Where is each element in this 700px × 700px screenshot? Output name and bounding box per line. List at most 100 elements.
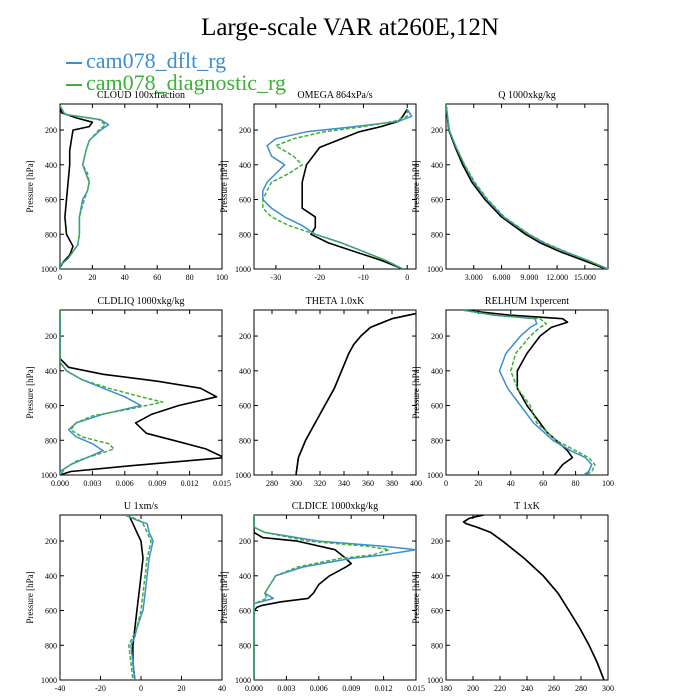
x-tick-label: 0.006 <box>310 684 328 693</box>
x-tick-label: 60 <box>539 479 547 488</box>
y-tick-label: 800 <box>239 641 251 650</box>
y-tick-label: 400 <box>239 572 251 581</box>
series-line-1 <box>128 515 144 680</box>
y-tick-label: 600 <box>239 402 251 411</box>
y-tick-label: 1000 <box>235 471 251 480</box>
series-line-1 <box>446 104 607 269</box>
y-tick-label: 400 <box>239 367 251 376</box>
series-line-2 <box>124 515 154 680</box>
y-tick-label: 400 <box>431 572 443 581</box>
x-tick-label: 0 <box>139 684 143 693</box>
x-tick-label: 0.003 <box>83 479 101 488</box>
series-line-3 <box>446 104 608 269</box>
series-line-2 <box>60 310 142 475</box>
series-line-1 <box>301 108 408 269</box>
x-tick-label: 0.015 <box>407 684 425 693</box>
x-tick-label: 380 <box>386 479 398 488</box>
x-tick-label: 100 <box>216 273 228 282</box>
subplot-title: CLDLIQ 1000xkg/kg <box>98 296 185 307</box>
y-tick-label: 200 <box>45 126 57 135</box>
plot-frame <box>59 103 223 270</box>
y-axis-label: Pressure [hPa] <box>411 571 421 623</box>
y-tick-label: 200 <box>431 537 443 546</box>
legend-item-dflt: cam078_dflt_rg <box>66 50 226 72</box>
x-tick-label: 0 <box>405 273 409 282</box>
y-tick-label: 400 <box>239 161 251 170</box>
subplot-2: OMEGA 864xPa/s 200 400 600 800 1000 -30 -20 -10 0… <box>219 90 417 282</box>
y-axis-label: Pressure [hPa] <box>219 571 229 623</box>
subplot-title: RELHUM 1xpercent <box>485 296 569 307</box>
y-axis-label: Pressure [hPa] <box>25 571 35 623</box>
y-tick-label: 400 <box>45 161 57 170</box>
x-tick-label: -40 <box>55 684 66 693</box>
x-tick-label: 6.000 <box>493 273 511 282</box>
x-tick-label: 240 <box>521 684 533 693</box>
y-tick-label: 600 <box>431 607 443 616</box>
y-tick-label: 1000 <box>427 265 443 274</box>
series-line-2 <box>262 108 413 269</box>
subplot-title: T 1xK <box>514 501 540 512</box>
y-tick-label: 600 <box>239 196 251 205</box>
x-tick-label: 80 <box>186 273 194 282</box>
y-tick-label: 600 <box>45 196 57 205</box>
y-tick-label: 800 <box>239 436 251 445</box>
figure-title: Large-scale VAR at260E,12N <box>201 14 499 41</box>
x-tick-label: 300 <box>290 479 302 488</box>
y-tick-label: 200 <box>239 126 251 135</box>
subplot-title: U 1xm/s <box>124 501 158 512</box>
legend-label-diagnostic: cam078_diagnostic_rg <box>86 70 286 95</box>
y-tick-label: 400 <box>45 572 57 581</box>
y-tick-label: 200 <box>45 537 57 546</box>
series-line-2 <box>446 104 608 269</box>
x-tick-label: 360 <box>362 479 374 488</box>
y-tick-label: 200 <box>239 332 251 341</box>
y-tick-label: 400 <box>431 161 443 170</box>
y-axis-label: Pressure [hPa] <box>25 366 35 418</box>
y-tick-label: 600 <box>431 196 443 205</box>
x-tick-label: 280 <box>575 684 587 693</box>
series-line-3 <box>462 310 596 475</box>
plot-frame <box>445 514 609 681</box>
x-tick-label: 220 <box>494 684 506 693</box>
y-tick-label: 400 <box>431 367 443 376</box>
x-tick-label: 320 <box>314 479 326 488</box>
x-tick-label: 3.000 <box>465 273 483 282</box>
x-tick-label: 20 <box>474 479 482 488</box>
y-axis-label: Pressure [hPa] <box>25 160 35 212</box>
y-axis-label: Pressure [hPa] <box>411 160 421 212</box>
x-tick-label: 9.000 <box>520 273 538 282</box>
x-tick-label: -20 <box>314 273 325 282</box>
legend-label-dflt: cam078_dflt_rg <box>86 48 227 73</box>
series-line-2 <box>295 312 416 475</box>
y-tick-label: 800 <box>45 641 57 650</box>
x-tick-label: -20 <box>95 684 106 693</box>
x-tick-label: 280 <box>266 479 278 488</box>
x-tick-label: 0.012 <box>181 479 199 488</box>
subplot-5: THETA 1.0xK 200 400 600 800 1000 280 300 320 340 3… <box>235 296 422 488</box>
x-tick-label: 100 <box>602 479 614 488</box>
x-tick-label: 200 <box>467 684 479 693</box>
subplot-title: OMEGA 864xPa/s <box>297 90 372 101</box>
x-tick-label: 20 <box>178 684 186 693</box>
y-axis-label: Pressure [hPa] <box>411 366 421 418</box>
series-line-3 <box>262 109 408 269</box>
x-tick-label: -30 <box>271 273 282 282</box>
x-tick-label: 40 <box>218 684 226 693</box>
x-tick-label: 60 <box>153 273 161 282</box>
y-tick-label: 600 <box>431 402 443 411</box>
x-tick-label: 0.003 <box>277 684 295 693</box>
series-line-3 <box>126 515 152 680</box>
y-tick-label: 800 <box>45 230 57 239</box>
subplot-title: THETA 1.0xK <box>306 296 365 307</box>
y-tick-label: 1000 <box>41 676 57 685</box>
y-axis-label: Pressure [hPa] <box>219 160 229 212</box>
x-tick-label: 40 <box>121 273 129 282</box>
x-tick-label: 340 <box>338 479 350 488</box>
y-tick-label: 600 <box>45 607 57 616</box>
y-tick-label: 1000 <box>235 265 251 274</box>
